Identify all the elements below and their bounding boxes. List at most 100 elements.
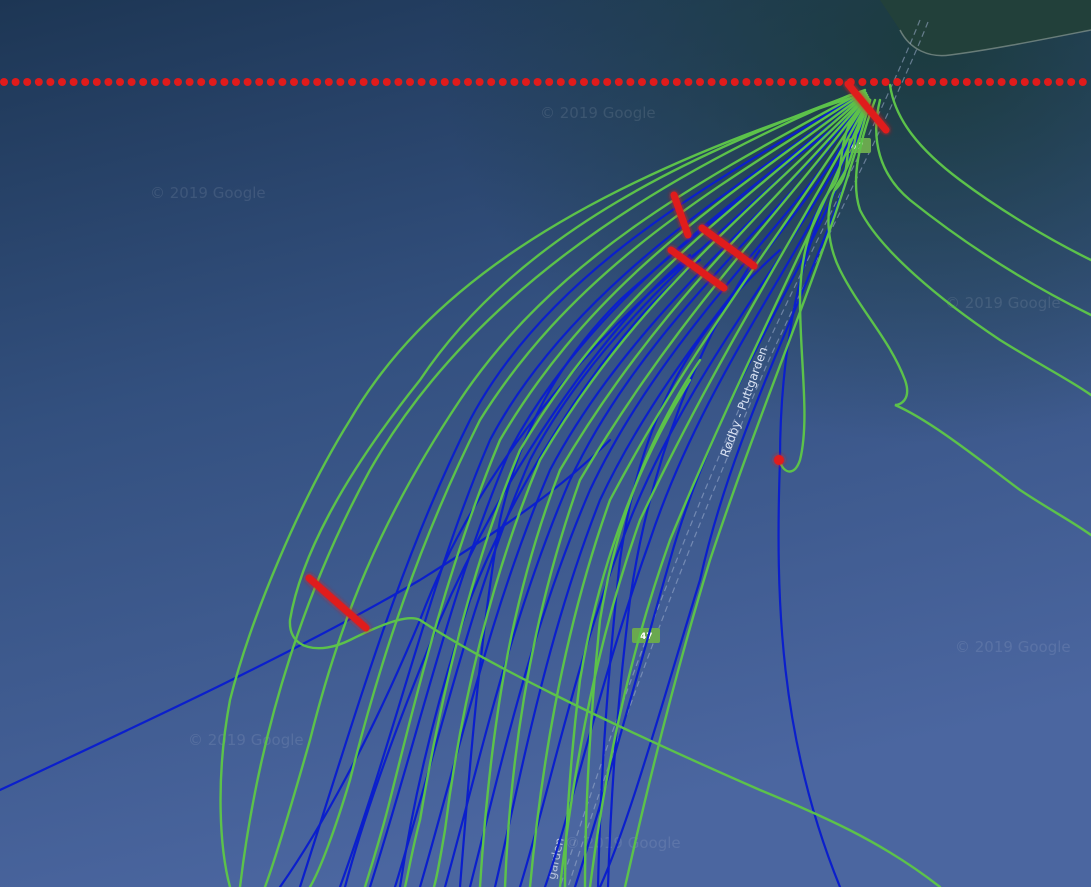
boundary-dot bbox=[394, 78, 403, 86]
boundary-dot bbox=[174, 78, 182, 86]
boundary-dot bbox=[1009, 78, 1018, 86]
boundary-dot bbox=[23, 78, 32, 86]
boundary-dot bbox=[417, 78, 426, 86]
boundary-dot bbox=[487, 78, 496, 86]
boundary-dot bbox=[336, 78, 345, 86]
boundary-dot bbox=[881, 78, 890, 86]
boundary-dot bbox=[382, 78, 391, 86]
boundary-dot bbox=[371, 78, 380, 86]
boundary-dot bbox=[46, 78, 55, 86]
boundary-dot bbox=[626, 78, 635, 86]
boundary-dot bbox=[939, 78, 948, 86]
boundary-dot bbox=[510, 78, 519, 86]
boundary-dot bbox=[742, 78, 751, 86]
boundary-dot bbox=[208, 78, 217, 86]
boundary-dot bbox=[348, 78, 356, 86]
boundary-dot bbox=[406, 78, 414, 86]
boundary-dot bbox=[754, 78, 762, 86]
boundary-dot bbox=[162, 78, 171, 86]
boundary-dot bbox=[568, 78, 577, 86]
boundary-dot bbox=[359, 78, 368, 86]
boundary-dot bbox=[1044, 78, 1052, 86]
boundary-dot bbox=[139, 78, 148, 86]
boundary-dot bbox=[858, 78, 867, 86]
boundary-dot bbox=[1055, 78, 1064, 86]
watermark: © 2019 Google bbox=[565, 834, 681, 852]
boundary-dot bbox=[429, 78, 438, 86]
boundary-dot bbox=[522, 78, 530, 86]
boundary-dot bbox=[278, 78, 287, 86]
boundary-dot bbox=[684, 78, 693, 86]
boundary-dot bbox=[591, 78, 600, 86]
watermark: © 2019 Google bbox=[955, 638, 1071, 656]
boundary-dot bbox=[614, 78, 623, 86]
boundary-dot bbox=[951, 78, 960, 86]
watermark: © 2019 Google bbox=[150, 184, 266, 202]
boundary-line bbox=[0, 78, 1087, 86]
boundary-dot bbox=[788, 78, 797, 86]
boundary-dot bbox=[255, 78, 264, 86]
red-marker bbox=[844, 80, 890, 134]
red-marker bbox=[305, 574, 370, 632]
boundary-dot bbox=[556, 78, 565, 86]
boundary-dot bbox=[452, 78, 461, 86]
boundary-dot bbox=[150, 78, 159, 86]
boundary-dot bbox=[34, 78, 43, 86]
boundary-dot bbox=[974, 78, 983, 86]
boundary-dot bbox=[464, 78, 472, 86]
boundary-dot bbox=[962, 78, 971, 86]
boundary-dot bbox=[11, 78, 20, 86]
boundary-dot bbox=[324, 78, 333, 86]
boundary-dot bbox=[800, 78, 809, 86]
boundary-dot bbox=[603, 78, 612, 86]
watermark: © 2019 Google bbox=[188, 731, 304, 749]
boundary-dot bbox=[92, 78, 101, 86]
boundary-dot bbox=[719, 78, 728, 86]
watermark: © 2019 Google bbox=[540, 104, 656, 122]
boundary-dot bbox=[232, 78, 240, 86]
boundary-dot bbox=[580, 78, 588, 86]
boundary-dot bbox=[290, 78, 298, 86]
boundary-dot bbox=[81, 78, 90, 86]
boundary-dot bbox=[440, 78, 449, 86]
boundary-dot bbox=[928, 78, 936, 86]
green-tracks bbox=[219, 83, 1091, 887]
land-area bbox=[880, 0, 1091, 56]
boundary-dot bbox=[116, 78, 124, 86]
boundary-dot bbox=[1067, 78, 1076, 86]
boundary-dot bbox=[127, 78, 136, 86]
boundary-dot bbox=[916, 78, 925, 86]
red-point-marker bbox=[774, 455, 784, 465]
boundary-dot bbox=[220, 78, 229, 86]
boundary-dot bbox=[870, 78, 878, 86]
boundary-dot bbox=[638, 78, 646, 86]
boundary-dot bbox=[777, 78, 786, 86]
boundary-dot bbox=[730, 78, 739, 86]
boundary-dot bbox=[835, 78, 844, 86]
boundary-dot bbox=[197, 78, 206, 86]
red-marker bbox=[667, 246, 728, 292]
watermark: © 2019 Google bbox=[945, 294, 1061, 312]
red-markers bbox=[305, 80, 890, 632]
boundary-dot bbox=[1078, 78, 1087, 86]
red-marker bbox=[698, 224, 758, 270]
boundary-dot bbox=[104, 78, 113, 86]
boundary-dot bbox=[1020, 78, 1029, 86]
boundary-dot bbox=[649, 78, 658, 86]
watermarks: © 2019 Google © 2019 Google © 2019 Googl… bbox=[150, 104, 1071, 852]
boundary-dot bbox=[498, 78, 507, 86]
boundary-dot bbox=[545, 78, 554, 86]
boundary-dot bbox=[707, 78, 716, 86]
boundary-dot bbox=[533, 78, 542, 86]
boundary-dot bbox=[185, 78, 194, 86]
boundary-dot bbox=[313, 78, 322, 86]
boundary-dot bbox=[812, 78, 820, 86]
boundary-dot bbox=[266, 78, 275, 86]
boundary-dot bbox=[243, 78, 252, 86]
boundary-dot bbox=[893, 78, 902, 86]
boundary-dot bbox=[672, 78, 681, 86]
boundary-dot bbox=[475, 78, 484, 86]
